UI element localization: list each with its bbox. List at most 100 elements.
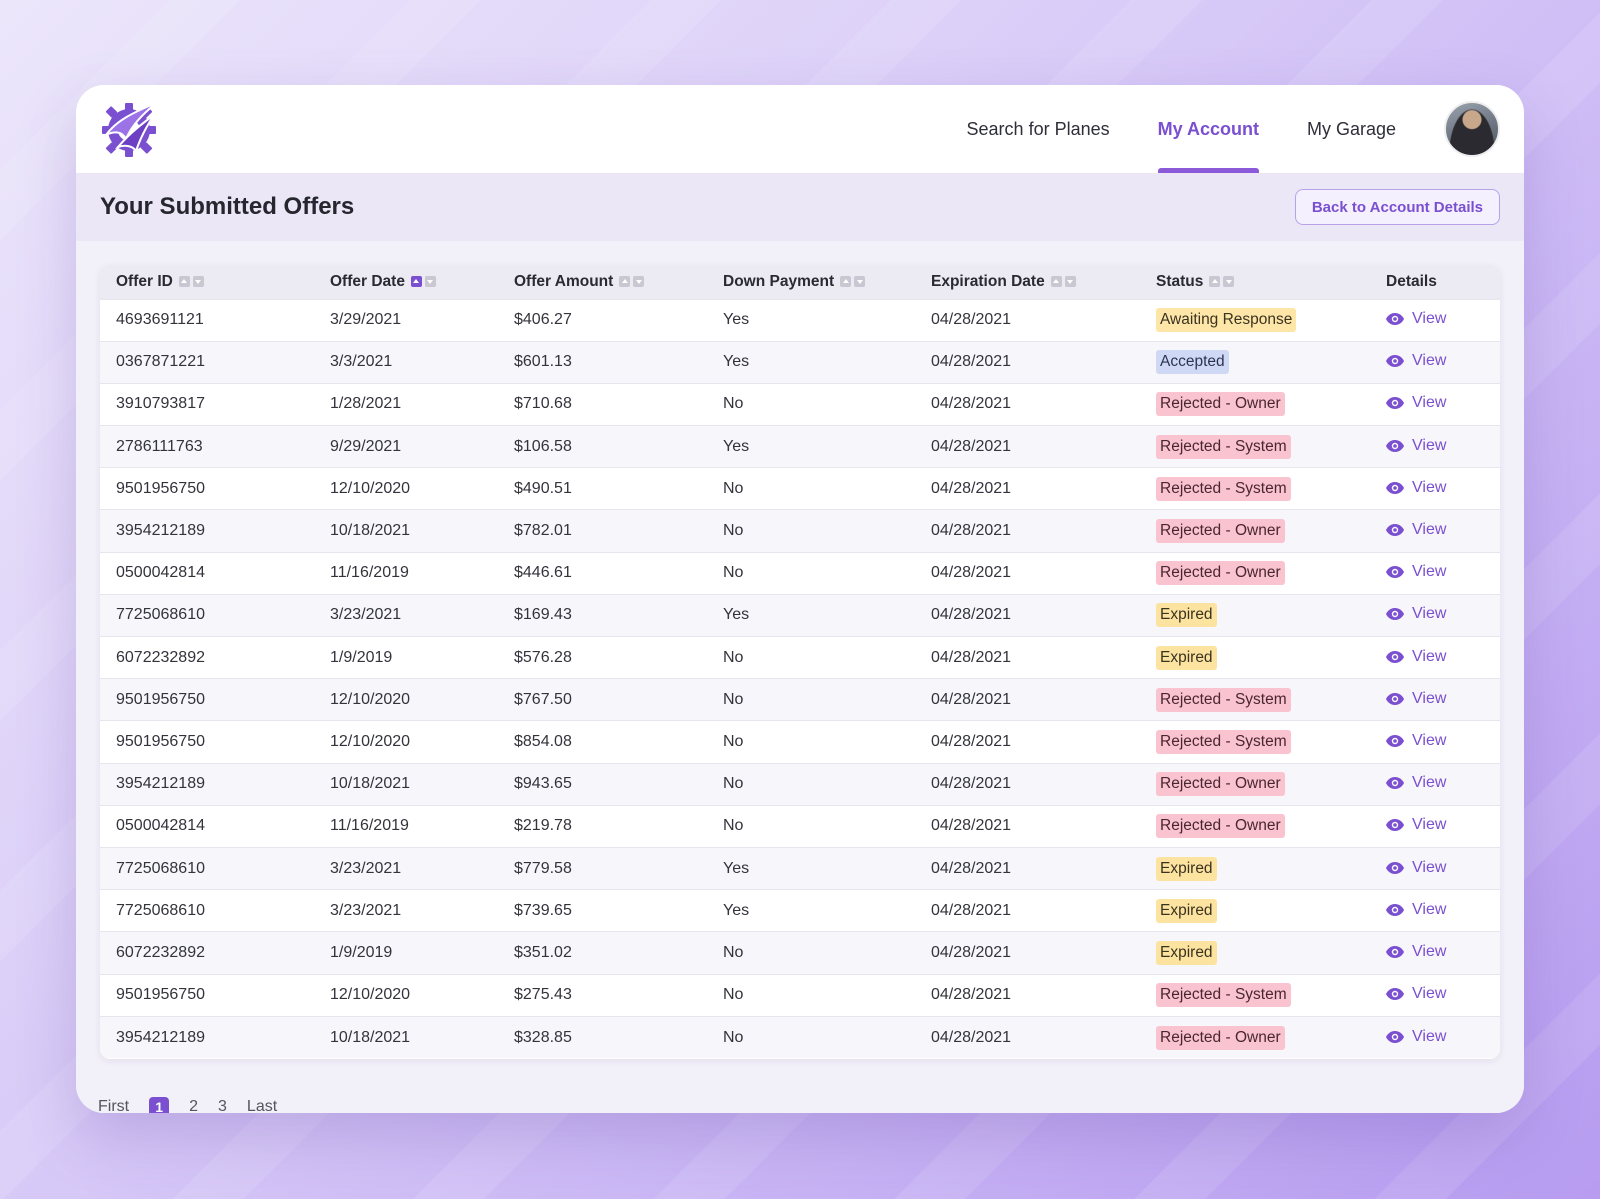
view-details-link[interactable]: View [1386,563,1446,581]
pagination-last[interactable]: Last [246,1098,278,1113]
nav-my-account[interactable]: My Account [1157,85,1260,173]
cell-status: Rejected - System [1140,426,1370,468]
brand-logo-icon[interactable] [98,99,160,159]
cell-status: Rejected - Owner [1140,1016,1370,1058]
cell-offer-id: 4693691121 [116,311,204,329]
cell-details: View [1370,763,1500,805]
cell-offer-amount: $782.01 [514,522,572,540]
view-label: View [1412,436,1447,454]
cell-expiration-date: 04/28/2021 [931,311,1012,329]
col-header-expiration-date[interactable]: Expiration Date [915,265,1140,299]
view-details-link[interactable]: View [1386,521,1446,539]
cell-expiration-date: 04/28/2021 [931,943,1012,961]
status-badge: Rejected - Owner [1156,519,1285,544]
table-row: 6072232892 1/9/2019 $576.28 No 04/28/2021 Exp… [100,636,1500,679]
user-avatar[interactable] [1444,101,1500,157]
table-header-row: Offer ID Offer Date Offer Amount Down Pa… [100,265,1500,299]
table-row: 7725068610 3/23/2021 $169.43 Yes 04/28/2021 E… [100,594,1500,637]
eye-icon [1386,777,1412,790]
cell-expiration-date: 04/28/2021 [931,353,1012,371]
view-details-link[interactable]: View [1386,437,1446,455]
sort-icon[interactable] [840,273,868,291]
cell-details: View [1370,721,1500,763]
cell-offer-id: 3910793817 [116,395,205,413]
cell-offer-amount: $219.78 [514,817,572,835]
col-label: Offer Date [330,272,405,290]
cell-offer-amount: $351.02 [514,943,572,961]
cell-offer-date: 3/29/2021 [330,311,402,329]
nav-my-garage[interactable]: My Garage [1306,118,1396,139]
view-details-link[interactable]: View [1386,690,1446,708]
sort-icon[interactable] [1050,273,1079,291]
cell-details: View [1370,847,1500,889]
cell-down-payment: No [723,522,744,540]
view-details-link[interactable]: View [1386,1028,1446,1046]
cell-details: View [1370,383,1500,425]
offers-table-card: Offer ID Offer Date Offer Amount Down Pa… [100,265,1500,1059]
view-details-link[interactable]: View [1386,985,1446,1003]
pagination: First 1 2 3 Last [98,1097,297,1113]
table-row: 6072232892 1/9/2019 $351.02 No 04/28/2021 Exp… [100,931,1500,974]
top-nav-bar: Search for Planes My Account My Garage [76,85,1524,173]
col-header-offer-amount[interactable]: Offer Amount [498,265,707,299]
cell-status: Rejected - System [1140,468,1370,510]
cell-details: View [1370,341,1500,383]
view-details-link[interactable]: View [1386,648,1446,666]
view-details-link[interactable]: View [1386,394,1446,412]
view-details-link[interactable]: View [1386,732,1446,750]
view-label: View [1412,647,1447,665]
cell-down-payment: No [723,479,744,497]
col-header-offer-date[interactable]: Offer Date [314,265,498,299]
col-header-offer-id[interactable]: Offer ID [100,265,314,299]
back-to-account-details-button[interactable]: Back to Account Details [1294,189,1500,225]
status-badge: Rejected - System [1156,687,1291,712]
view-details-link[interactable]: View [1386,901,1446,919]
cell-down-payment: No [723,648,744,666]
view-label: View [1412,774,1447,792]
view-details-link[interactable]: View [1386,310,1446,328]
table-row: 9501956750 12/10/2020 $490.51 No 04/28/2021 R… [100,467,1500,510]
cell-details: View [1370,468,1500,510]
pagination-first[interactable]: First [98,1098,130,1113]
view-details-link[interactable]: View [1386,479,1446,497]
cell-details: View [1370,552,1500,594]
table-row: 9501956750 12/10/2020 $275.43 No 04/28/2021 R… [100,974,1500,1016]
sort-icon[interactable] [619,273,647,291]
view-details-link[interactable]: View [1386,605,1446,623]
table-row: 0500042814 11/16/2019 $219.78 No 04/28/2021 R… [100,805,1500,847]
cell-offer-amount: $854.08 [514,732,572,750]
page-header: Your Submitted Offers Back to Account De… [76,173,1524,241]
sort-icon[interactable] [410,273,439,291]
col-header-status[interactable]: Status [1140,265,1370,299]
cell-offer-id: 6072232892 [116,943,205,961]
sort-icon[interactable] [178,273,207,291]
cell-offer-id: 3954212189 [116,775,205,793]
view-details-link[interactable]: View [1386,859,1446,877]
cell-status: Expired [1140,890,1370,932]
view-details-link[interactable]: View [1386,943,1446,961]
cell-status: Rejected - System [1140,679,1370,721]
cell-offer-amount: $767.50 [514,690,572,708]
nav-search-for-planes[interactable]: Search for Planes [966,118,1110,139]
cell-offer-date: 10/18/2021 [330,775,411,793]
pagination-page-2[interactable]: 2 [189,1098,199,1113]
eye-icon [1386,397,1412,410]
view-details-link[interactable]: View [1386,816,1446,834]
cell-details: View [1370,637,1500,679]
cell-down-payment: No [723,986,744,1004]
col-header-down-payment[interactable]: Down Payment [707,265,915,299]
view-details-link[interactable]: View [1386,352,1446,370]
sort-icon[interactable] [1209,273,1237,291]
status-badge: Rejected - Owner [1156,772,1285,797]
cell-expiration-date: 04/28/2021 [931,648,1012,666]
cell-offer-amount: $406.27 [514,311,572,329]
view-details-link[interactable]: View [1386,774,1446,792]
pagination-page-1[interactable]: 1 [149,1097,170,1113]
status-badge: Rejected - Owner [1156,392,1285,417]
pagination-page-3[interactable]: 3 [218,1098,227,1113]
cell-down-payment: Yes [723,353,750,371]
cell-details: View [1370,805,1500,847]
view-label: View [1412,563,1447,581]
table-row: 3954212189 10/18/2021 $328.85 No 04/28/2021 R… [100,1016,1500,1059]
cell-status: Rejected - System [1140,974,1370,1016]
